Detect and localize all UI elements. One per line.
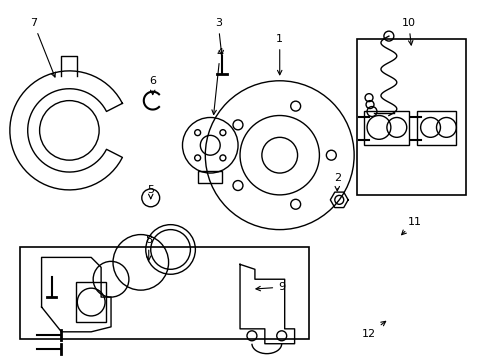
Text: 8: 8 [145, 234, 152, 260]
Bar [20, 247, 309, 339]
Text: 2: 2 [333, 173, 340, 191]
Bar [198, 171, 222, 183]
Text: 1: 1 [276, 34, 283, 75]
Bar [364, 111, 408, 145]
Text: 5: 5 [147, 185, 154, 199]
Text: 9: 9 [255, 282, 285, 292]
Text: 7: 7 [30, 18, 55, 77]
Bar [416, 111, 455, 145]
Bar [76, 282, 106, 322]
Text: 11: 11 [401, 217, 421, 235]
Text: 10: 10 [401, 18, 415, 45]
Text: 12: 12 [361, 321, 385, 339]
Text: 6: 6 [149, 76, 156, 95]
Bar [356, 39, 466, 195]
Text: 3: 3 [214, 18, 223, 55]
Text: 4: 4 [211, 48, 224, 114]
